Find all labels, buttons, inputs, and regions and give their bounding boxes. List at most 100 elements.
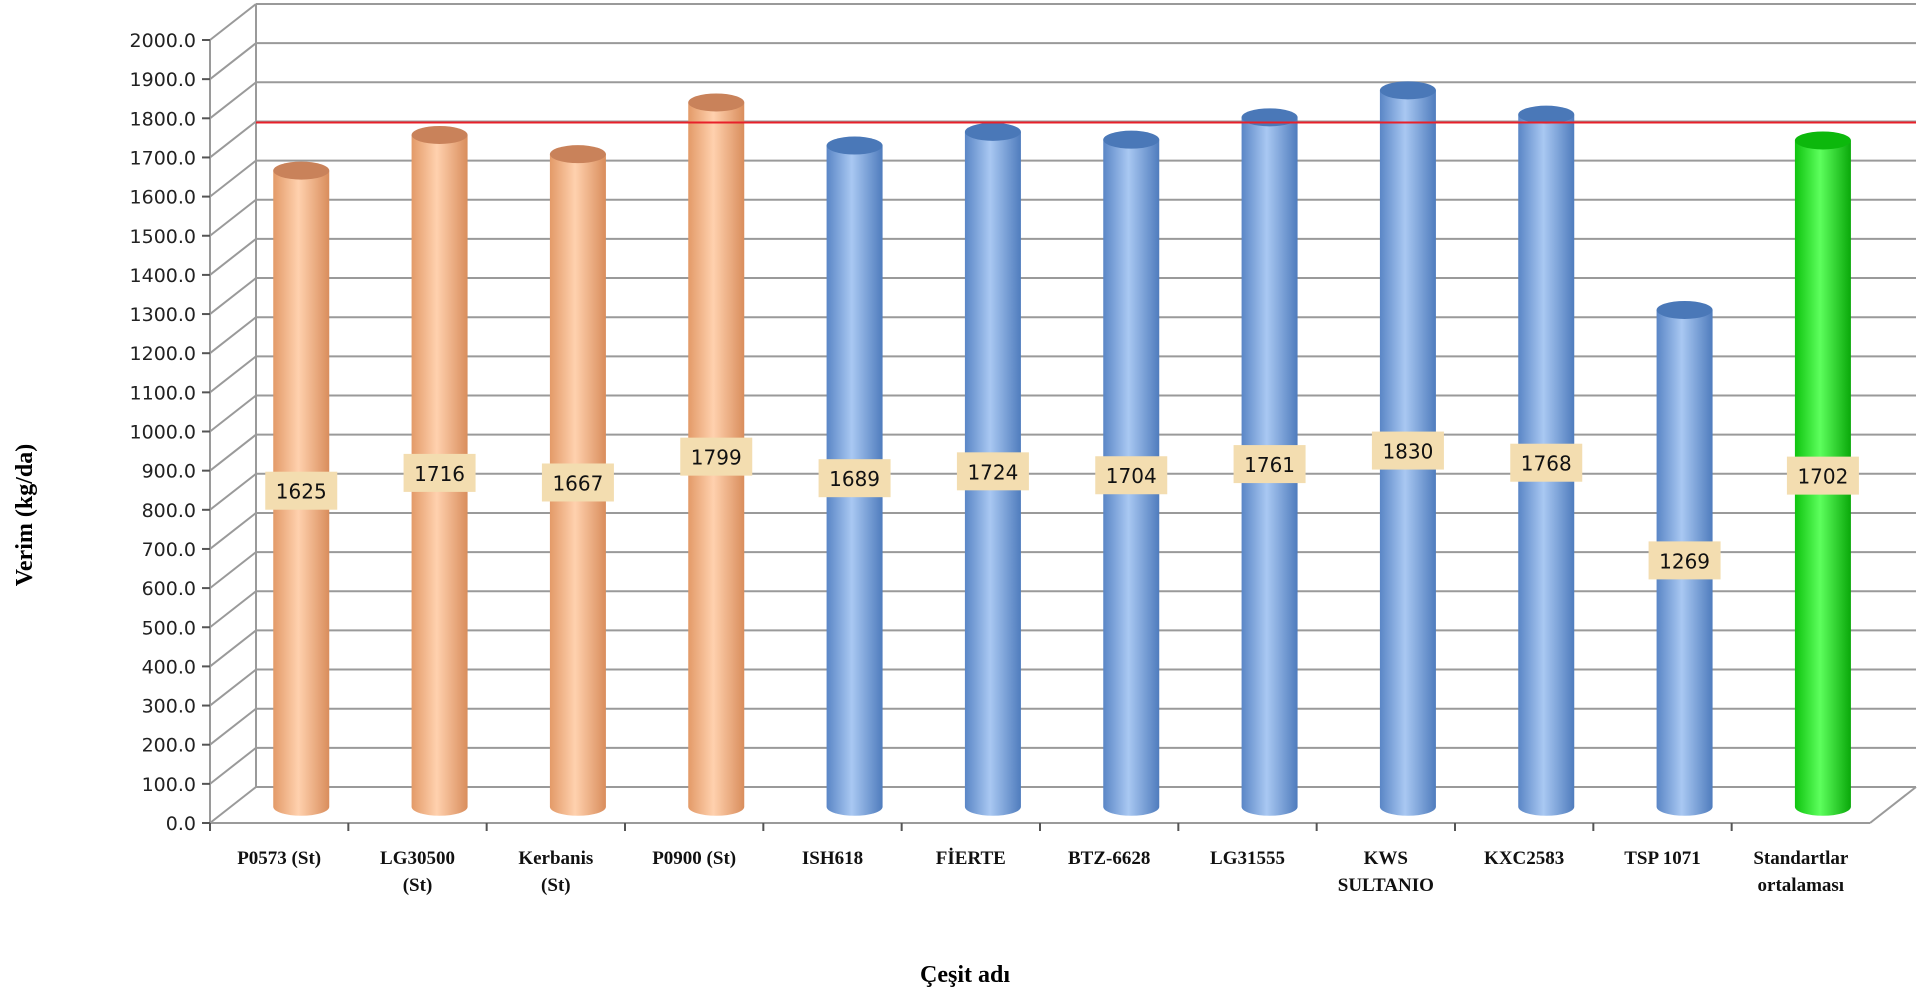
- gridline-side: [209, 159, 257, 198]
- bar-top: [688, 93, 745, 112]
- data-label-text: 1761: [1244, 453, 1295, 477]
- bar-top: [549, 145, 606, 164]
- gridline-side: [209, 120, 257, 159]
- y-tick-label: 900.0: [142, 461, 196, 483]
- gridline-side: [209, 42, 257, 80]
- y-tick-label: 1400.0: [130, 265, 196, 287]
- data-label-text: 1269: [1659, 549, 1710, 573]
- x-tick-label: LG30500 (St): [380, 848, 455, 896]
- bar-top: [411, 125, 468, 144]
- y-axis-ticks: 0.0 100.0 200.0 300.0 400.0 500.0 600.0 700.0 80…: [130, 30, 210, 835]
- data-label-text: 1667: [552, 471, 603, 495]
- data-label: 1830: [1371, 431, 1444, 470]
- bar-top: [1103, 130, 1160, 149]
- data-label-box: [1648, 541, 1721, 580]
- data-label-text: 1768: [1521, 452, 1572, 476]
- data-label: 1716: [403, 453, 476, 492]
- y-tick-label: 0.0: [166, 813, 196, 835]
- data-label-text: 1625: [276, 480, 327, 504]
- data-label: 1702: [1786, 456, 1859, 495]
- y-tick-label: 600.0: [142, 578, 196, 600]
- gridline-side: [209, 394, 257, 433]
- x-tick-label: BTZ-6628: [1068, 848, 1150, 869]
- y-tick-label: 500.0: [142, 617, 196, 639]
- gridline-side: [209, 238, 257, 276]
- data-label: 1689: [818, 459, 891, 498]
- data-label-text: 1830: [1382, 440, 1433, 464]
- data-label: 1724: [956, 452, 1029, 491]
- data-label-box: [1371, 431, 1444, 470]
- gridline-side: [209, 551, 257, 589]
- bar-top: [1656, 300, 1713, 319]
- x-axis-title: Çeşit adı: [920, 962, 1010, 988]
- y-tick-label: 1800.0: [130, 108, 196, 130]
- y-tick-label: 300.0: [142, 696, 196, 718]
- y-tick-label: 100.0: [142, 774, 196, 796]
- bar-top: [1794, 131, 1851, 150]
- gridline-side: [209, 668, 257, 707]
- data-label-box: [403, 453, 476, 492]
- data-label: 1768: [1510, 443, 1583, 482]
- data-label-box: [1786, 456, 1859, 495]
- y-tick-label: 200.0: [142, 735, 196, 757]
- x-tick-label: KWS SULTANIO: [1338, 848, 1434, 896]
- data-label-text: 1716: [414, 462, 465, 486]
- y-tick-label: 700.0: [142, 539, 196, 561]
- data-label-box: [265, 471, 338, 510]
- bar-top: [826, 136, 883, 155]
- gridlines: [209, 3, 1916, 824]
- gridline-side: [209, 355, 257, 394]
- data-label-box: [956, 452, 1029, 491]
- data-label-box: [680, 437, 753, 476]
- data-label-box: [1095, 456, 1168, 495]
- x-tick-label: FİERTE: [936, 848, 1006, 869]
- x-tick-label: ISH618: [802, 848, 863, 869]
- gridline-side: [209, 707, 257, 746]
- gridline-side: [209, 433, 257, 472]
- bar-top: [1241, 108, 1298, 127]
- y-tick-label: 400.0: [142, 656, 196, 678]
- data-label: 1704: [1095, 456, 1168, 495]
- data-label: 1799: [680, 437, 753, 476]
- data-label-text: 1724: [967, 460, 1018, 484]
- x-tick-label: Kerbanis (St): [518, 848, 593, 896]
- bar-top: [964, 122, 1021, 141]
- data-label-text: 1689: [829, 467, 880, 491]
- data-label-box: [818, 459, 891, 498]
- gridline-side: [209, 786, 257, 824]
- floor-right-edge: [1869, 786, 1917, 824]
- data-label-box: [1510, 443, 1583, 482]
- gridline-side: [209, 198, 257, 237]
- gridline-side: [209, 3, 257, 41]
- gridline-side: [209, 316, 257, 354]
- y-tick-label: 1000.0: [130, 422, 196, 444]
- x-tick-label: Standartlar ortalaması: [1753, 848, 1849, 896]
- y-tick-label: 800.0: [142, 500, 196, 522]
- gridline-side: [209, 81, 257, 120]
- bar-top: [1518, 105, 1575, 124]
- gridline-side: [209, 512, 257, 550]
- gridline-side: [209, 277, 257, 315]
- data-label-text: 1702: [1797, 465, 1848, 489]
- data-label-text: 1799: [691, 446, 742, 470]
- y-tick-label: 1600.0: [130, 187, 196, 209]
- x-axis-ticks: P0573 (St) LG30500 (St) Kerbanis (St) P0900 (…: [209, 823, 1849, 896]
- gridline-side: [209, 590, 257, 629]
- gridline-side: [209, 473, 257, 511]
- x-tick-label: P0573 (St): [237, 848, 321, 869]
- y-tick-label: 1900.0: [130, 69, 196, 91]
- bar-top: [1379, 81, 1436, 100]
- data-label: 1269: [1648, 541, 1721, 580]
- data-label: 1761: [1233, 445, 1306, 484]
- data-label-box: [541, 463, 614, 502]
- y-tick-label: 1700.0: [130, 147, 196, 169]
- x-tick-label: TSP 1071: [1624, 848, 1701, 869]
- gridline-side: [209, 747, 257, 785]
- y-tick-label: 2000.0: [130, 30, 196, 52]
- x-tick-label: LG31555: [1210, 848, 1285, 869]
- y-tick-label: 1300.0: [130, 304, 196, 326]
- x-tick-label: P0900 (St): [652, 848, 736, 869]
- data-label-text: 1704: [1106, 464, 1157, 488]
- y-tick-label: 1200.0: [130, 343, 196, 365]
